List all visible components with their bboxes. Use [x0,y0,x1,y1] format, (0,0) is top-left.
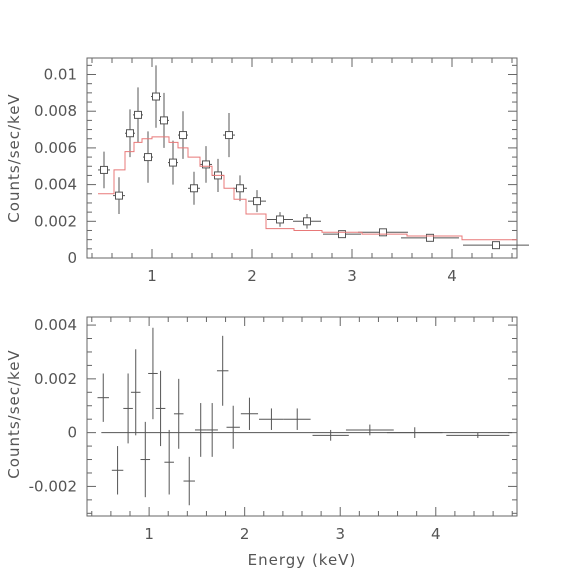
bottom-x-tick-label: 2 [240,525,250,543]
top-data-marker [115,191,123,200]
top-data-point [401,233,459,242]
top-data-point [323,230,361,239]
top-data-marker [144,153,152,162]
top-y-tick-label: 0.002 [34,212,77,230]
bottom-y-tick-label: 0 [67,424,77,442]
bottom-data-point [155,370,166,447]
bottom-data-point [194,403,207,457]
top-data-point [133,87,143,143]
bottom-data-point [345,424,394,436]
bottom-data-point [446,432,510,439]
bottom-x-axis-label: Energy (keV) [248,551,357,569]
top-x-tick-label: 1 [147,267,157,285]
bottom-data-point [216,335,229,406]
top-data-marker [126,129,134,138]
top-data-point [178,111,188,159]
bottom-data-point [283,408,311,430]
bottom-data-point [111,446,124,495]
top-data-marker [379,228,387,237]
top-data-point [98,151,110,189]
top-data-point [188,171,200,205]
top-model-line [98,136,517,241]
top-data-marker [100,165,108,174]
bottom-data-point [387,427,443,439]
top-data-marker [134,110,142,119]
top-data-marker [338,230,346,239]
top-data-marker [160,116,168,125]
top-x-tick-label: 3 [347,267,357,285]
bottom-data-point [140,421,151,498]
bottom-y-tick-label: 0.002 [34,370,77,388]
top-y-tick-label: 0.004 [34,176,77,194]
top-data-point [358,228,408,237]
top-data-marker [236,184,244,193]
bottom-data-point [173,378,184,449]
top-data-point [200,146,212,183]
top-y-tick-label: 0 [67,249,77,267]
bottom-x-tick-label: 4 [431,525,441,543]
top-data-point [293,213,321,229]
bottom-data-point [164,429,174,495]
bottom-data-point [148,327,158,420]
top-data-point [151,65,161,128]
top-data-marker [426,233,434,242]
top-y-axis-label: Counts/sec/keV [5,93,23,222]
top-data-point [168,140,178,185]
bottom-data-point [312,429,349,441]
top-data-point [159,92,169,148]
top-data-point [143,131,153,183]
bottom-y-tick-label: 0.004 [34,316,77,334]
bottom-data-point [206,403,218,457]
bottom-data-point [97,373,109,422]
top-data-marker [152,92,160,101]
top-data-marker [179,131,187,140]
top-plot-frame [86,57,518,259]
spectrum-panel: 1 2 3 4 0 0.002 0.004 0.006 0.008 0.01 [34,57,529,285]
bottom-data-point [226,405,240,449]
bottom-y-axis-label: Counts/sec/keV [5,349,23,478]
top-data-point [248,190,266,213]
top-y-tick-label: 0.01 [44,66,77,84]
top-data-marker [225,131,233,140]
bottom-data-point [123,373,133,444]
top-data-marker [303,217,311,226]
top-data-point [267,212,293,227]
top-x-tick-label: 4 [447,267,457,285]
top-y-tick-label: 0.006 [34,139,77,157]
top-data-point [233,175,247,202]
top-data-point [113,177,125,214]
bottom-x-tick-label: 1 [144,525,154,543]
bottom-data-point [130,349,141,436]
top-data-marker [253,197,261,206]
top-y-tick-label: 0.008 [34,102,77,120]
top-data-marker [169,158,177,167]
top-data-marker [276,215,284,224]
top-data-marker [492,241,500,250]
top-data-point [125,109,135,158]
bottom-x-tick-label: 3 [335,525,345,543]
top-data-marker [190,184,198,193]
bottom-plot-frame [86,316,518,517]
top-x-tick-label: 2 [247,267,257,285]
bottom-data-point [183,456,195,506]
top-data-point [223,113,235,158]
bottom-data-point [240,397,259,430]
bottom-data-point [259,408,284,430]
residuals-panel: 1 2 3 4 -0.002 0 0.002 0.004 [29,316,518,543]
bottom-y-tick-label: -0.002 [29,477,77,495]
top-data-marker [202,160,210,169]
top-data-point [463,241,529,250]
